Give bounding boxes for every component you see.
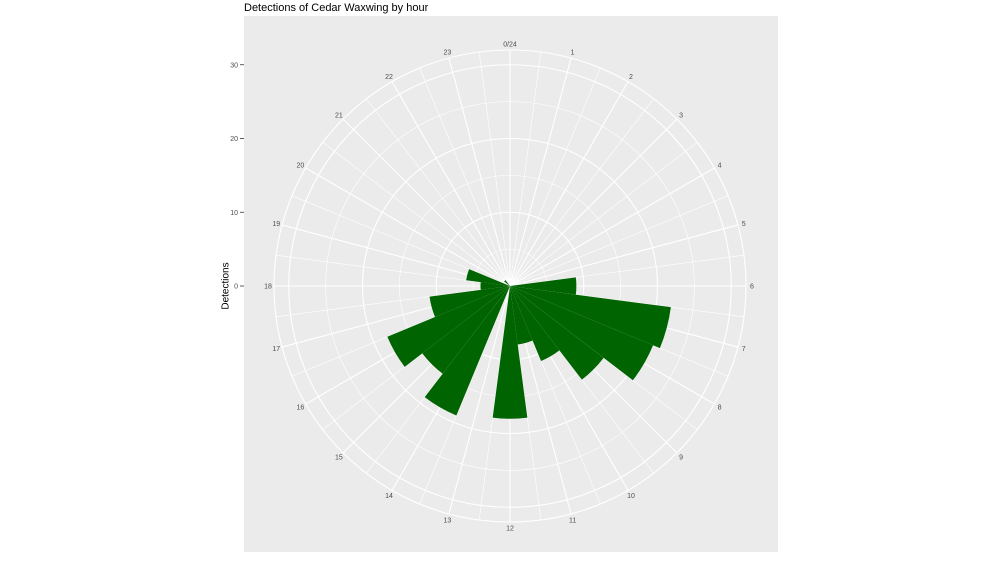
hour-label-14: 14	[385, 493, 393, 500]
hour-label-layer: 0/24123456789101112131415161718192021222…	[264, 42, 754, 533]
hour-label-11: 11	[569, 517, 576, 524]
minor-radial-gridline	[509, 195, 729, 287]
minor-radial-gridline	[419, 67, 511, 287]
bar-layer	[387, 269, 671, 419]
bar-hour-19	[466, 269, 510, 286]
minor-radial-gridline	[509, 98, 654, 287]
bar-hour-14	[424, 286, 510, 416]
y-tick-label: 10	[230, 210, 238, 217]
outer-circle	[273, 49, 747, 523]
y-tick-layer: 0 10 20 30	[230, 62, 244, 291]
minor-radial-gridline	[509, 142, 698, 287]
major-radial-gridline	[448, 57, 511, 287]
minor-radial-gridline	[291, 195, 511, 287]
hour-label-4: 4	[718, 163, 722, 170]
circular-gridline	[325, 101, 695, 471]
hour-label-0/24: 0/24	[503, 42, 517, 49]
y-tick-label: 30	[230, 62, 238, 69]
hour-label-8: 8	[718, 405, 722, 412]
hour-label-6: 6	[750, 284, 754, 291]
bar-hour-9	[510, 286, 604, 380]
chart-title: Detections of Cedar Waxwing by hour	[244, 2, 429, 14]
major-radial-gridline	[448, 285, 511, 515]
hour-label-19: 19	[272, 221, 280, 228]
hour-label-7: 7	[742, 346, 746, 353]
bar-hour-11	[510, 286, 533, 345]
major-radial-gridline	[391, 81, 511, 287]
hour-label-20: 20	[297, 163, 305, 170]
major-radial-gridline	[509, 118, 678, 287]
hour-label-13: 13	[443, 517, 451, 524]
hour-label-2: 2	[629, 74, 633, 81]
hour-label-18: 18	[264, 284, 272, 291]
minor-radial-gridline	[366, 98, 511, 287]
y-tick-label: 0	[234, 284, 238, 291]
major-radial-gridline	[342, 118, 511, 287]
minor-radial-gridline	[478, 51, 511, 287]
bar-hour-21	[504, 280, 510, 286]
minor-radial-gridline	[478, 285, 511, 521]
bar-hour-17	[429, 286, 510, 318]
bar-hour-16	[387, 286, 510, 367]
hour-label-21: 21	[335, 112, 343, 119]
hour-label-15: 15	[335, 455, 343, 462]
major-radial-gridline	[509, 81, 629, 287]
bar-hour-10	[510, 286, 560, 361]
bar-hour-12	[492, 286, 528, 419]
hour-label-12: 12	[506, 526, 514, 533]
hour-label-3: 3	[679, 112, 683, 119]
circular-gridline	[361, 137, 659, 435]
bar-hour-15	[422, 286, 510, 374]
circular-gridline	[288, 64, 732, 508]
minor-radial-gridline	[509, 67, 601, 287]
bar-hour-6	[510, 277, 577, 295]
hour-label-22: 22	[385, 74, 393, 81]
hour-label-1: 1	[571, 50, 575, 57]
hour-label-9: 9	[679, 455, 683, 462]
major-radial-gridline	[509, 57, 572, 287]
bar-hour-18	[480, 282, 510, 290]
minor-radial-gridline	[509, 51, 542, 287]
y-tick-label: 20	[230, 136, 238, 143]
hour-label-5: 5	[742, 221, 746, 228]
bar-hour-7	[510, 286, 671, 349]
bar-hour-8	[510, 286, 654, 381]
hour-label-16: 16	[297, 405, 305, 412]
minor-radial-gridline	[322, 142, 511, 287]
hour-label-10: 10	[627, 493, 635, 500]
major-radial-gridline	[509, 167, 715, 287]
major-radial-gridline	[509, 224, 739, 287]
minor-radial-gridline	[509, 254, 745, 287]
hour-label-17: 17	[272, 346, 280, 353]
major-radial-gridline	[305, 167, 511, 287]
hour-label-23: 23	[443, 50, 451, 57]
